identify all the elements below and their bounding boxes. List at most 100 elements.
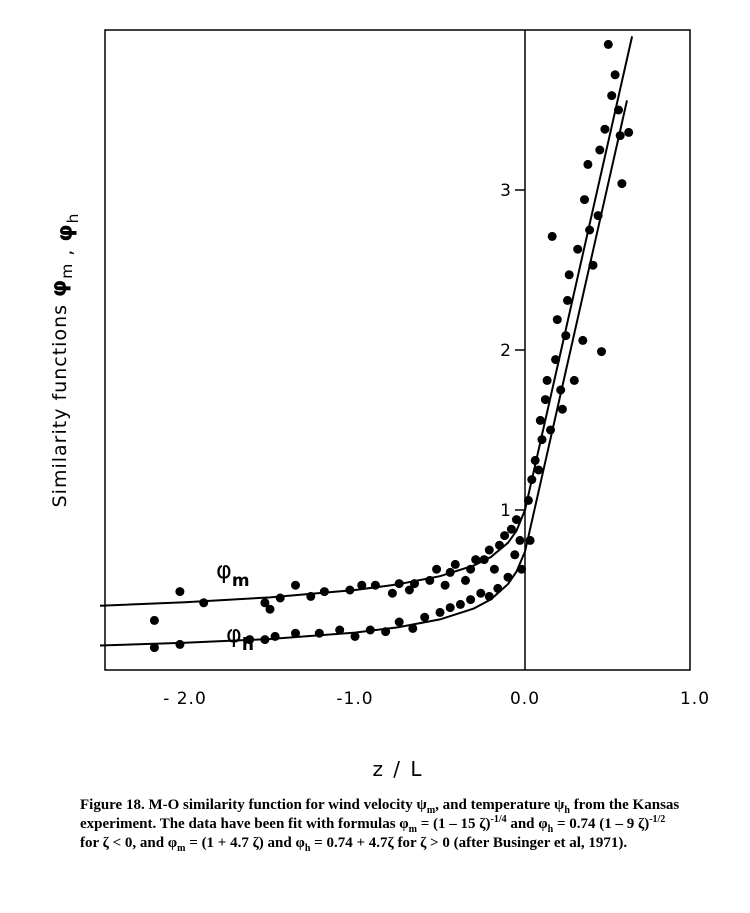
data-point	[387, 588, 397, 598]
symbol: φ	[226, 620, 242, 648]
data-point	[440, 580, 450, 590]
data-point	[557, 404, 567, 414]
caption-text: -1/4	[490, 814, 507, 825]
caption-text: = 0.74 + 4.7ζ for ζ > 0 (after Businger …	[310, 835, 628, 851]
data-point	[500, 531, 510, 541]
data-point	[512, 515, 521, 525]
data-point	[149, 643, 159, 653]
symbol: φ	[47, 279, 72, 297]
data-point	[580, 195, 589, 205]
data-point	[260, 635, 270, 645]
data-point	[493, 583, 503, 593]
caption-text: h	[547, 824, 554, 835]
data-point	[306, 591, 316, 601]
data-point	[445, 567, 455, 577]
data-point	[404, 585, 414, 595]
data-point	[515, 535, 525, 545]
data-point	[319, 587, 329, 597]
caption-text: and φ	[506, 816, 548, 832]
data-point	[291, 580, 300, 590]
x-tick-label: 0.0	[510, 689, 540, 709]
x-tick-label: 1.0	[680, 689, 710, 709]
data-point	[461, 575, 470, 585]
data-point	[503, 572, 513, 582]
data-point	[435, 607, 445, 617]
caption-text: Figure 18. M-O similarity function for w…	[80, 797, 427, 813]
data-point	[408, 623, 418, 633]
data-point	[603, 39, 613, 49]
data-point	[578, 335, 588, 345]
data-point	[455, 599, 465, 609]
data-point	[410, 579, 419, 589]
caption-text: = (1 – 15 ζ)	[417, 816, 491, 832]
data-point	[552, 315, 562, 325]
data-point	[607, 91, 617, 101]
data-point	[357, 580, 367, 590]
symbol: φ	[216, 556, 232, 584]
caption-text: from the Kansas experiment. The data hav…	[80, 797, 680, 832]
figure-caption: Figure 18. M-O similarity function for w…	[80, 796, 680, 854]
data-point	[484, 591, 494, 601]
data-point	[563, 295, 572, 305]
fit-line	[99, 100, 628, 647]
subscript: m	[58, 263, 76, 279]
data-point	[495, 540, 504, 550]
data-point	[551, 355, 561, 365]
data-point	[365, 625, 375, 635]
data-point	[517, 564, 527, 574]
caption-text: for ζ < 0, and φ	[80, 835, 178, 851]
data-point	[610, 70, 620, 80]
data-point	[489, 564, 499, 574]
data-point	[420, 612, 430, 622]
y-axis-label: Similarity functions φm , φh	[47, 213, 82, 508]
x-tick-label: -1.0	[336, 689, 373, 709]
data-point	[381, 627, 391, 637]
data-point	[561, 331, 571, 341]
data-point	[540, 395, 550, 405]
caption-text: -1/2	[649, 814, 666, 825]
caption-text: m	[426, 805, 436, 816]
data-point	[175, 587, 185, 597]
data-point	[547, 231, 557, 241]
y-tick-label: 2	[500, 341, 511, 361]
subscript: m	[232, 571, 250, 591]
data-point	[291, 628, 300, 638]
data-point	[585, 225, 595, 235]
symbol: φ	[53, 223, 78, 241]
caption-text: = 0.74 (1 – 9 ζ)	[553, 816, 650, 832]
caption-text: m	[408, 824, 417, 835]
data-point	[275, 593, 285, 603]
data-point	[370, 580, 380, 590]
data-point	[600, 124, 610, 134]
caption-text: h	[304, 843, 311, 854]
data-point	[583, 159, 593, 169]
data-point	[149, 615, 159, 625]
data-point	[479, 555, 489, 565]
subscript: h	[64, 213, 82, 224]
data-point	[593, 211, 603, 221]
data-point	[542, 375, 552, 385]
y-tick-label: 1	[500, 501, 511, 521]
data-point	[534, 465, 544, 475]
caption-text: = (1 + 4.7 ζ) and φ	[185, 835, 305, 851]
data-point	[573, 244, 583, 254]
data-point	[525, 535, 535, 545]
data-point	[350, 631, 360, 641]
data-point	[614, 105, 623, 115]
data-point	[556, 385, 566, 395]
data-point	[569, 375, 579, 385]
data-point	[175, 639, 185, 649]
data-point	[527, 475, 537, 485]
data-point	[466, 595, 476, 605]
x-axis-label: z / L	[372, 757, 423, 781]
data-point	[445, 603, 455, 613]
data-point	[199, 598, 209, 608]
y-tick-label: 3	[500, 181, 511, 201]
curve-label: φh	[226, 620, 254, 655]
data-point	[314, 628, 324, 638]
data-point	[432, 564, 442, 574]
subscript: h	[242, 635, 254, 655]
data-point	[624, 127, 634, 137]
data-point	[335, 625, 345, 635]
